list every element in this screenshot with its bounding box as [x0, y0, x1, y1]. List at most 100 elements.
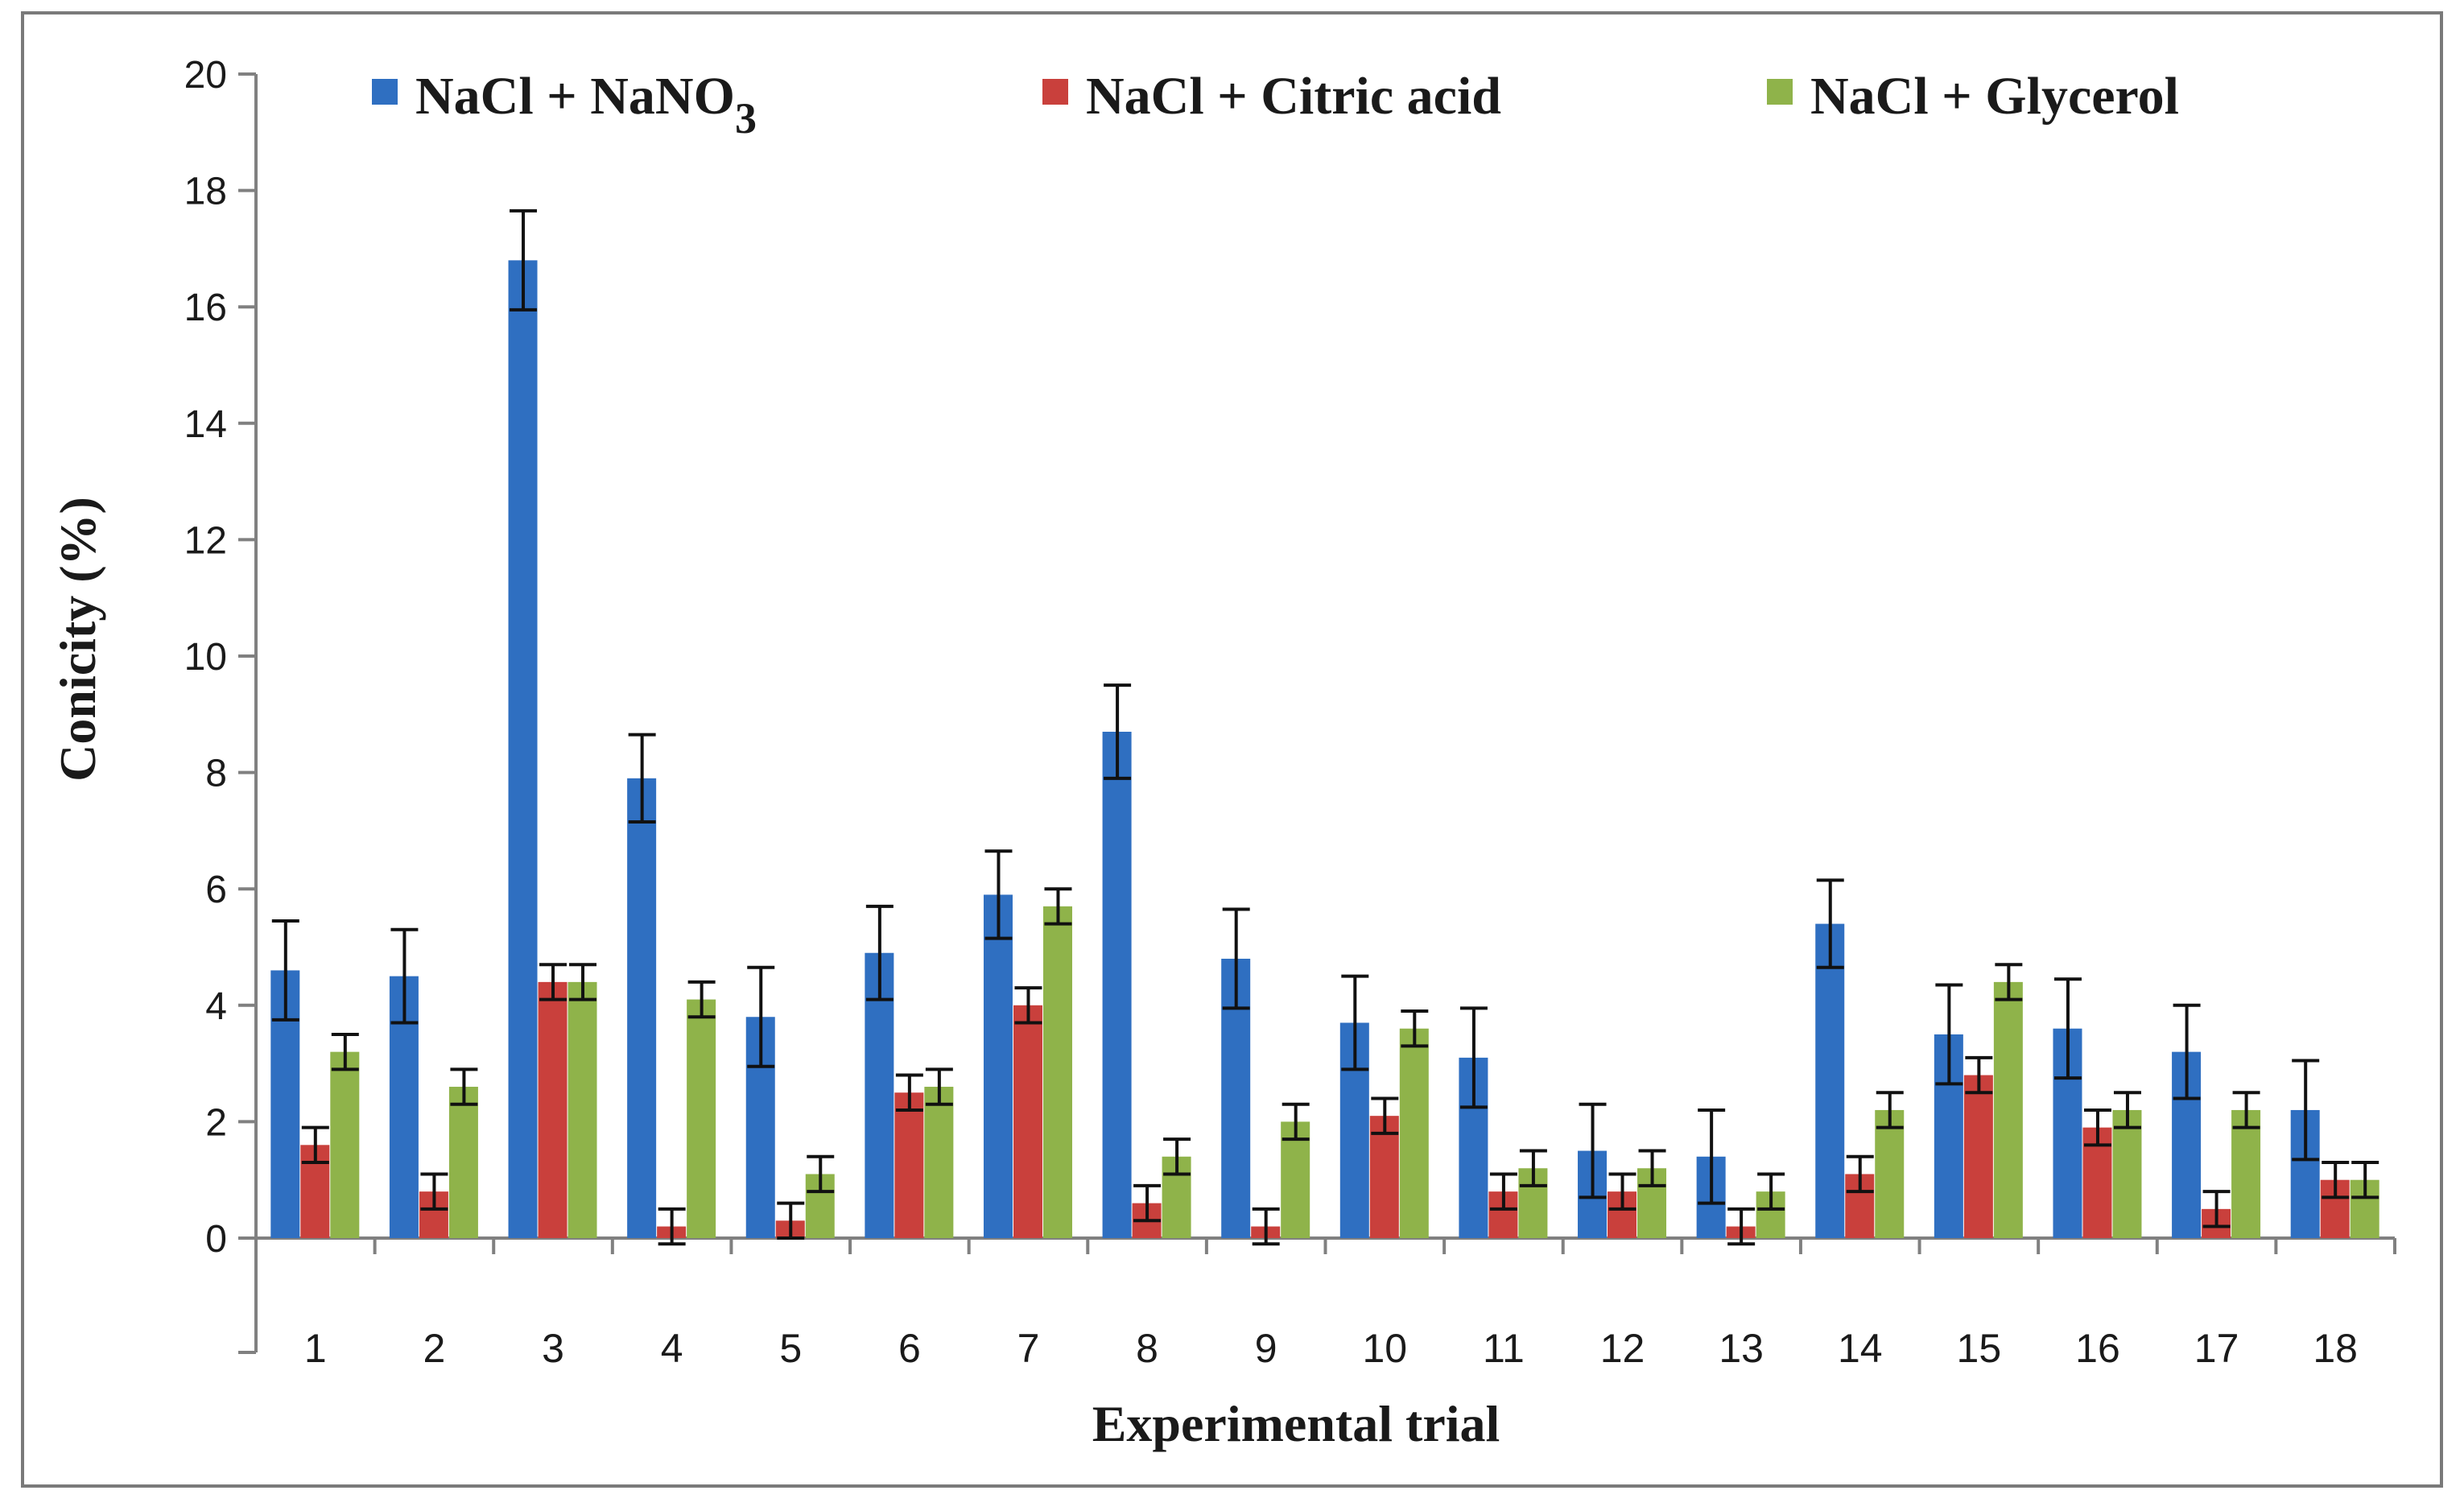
error-bar [331, 1032, 359, 1071]
legend-label: NaCl + Citric acid [1086, 67, 1501, 126]
y-tick-label: 10 [184, 636, 227, 679]
bar [983, 894, 1013, 1238]
error-bar [807, 1154, 835, 1194]
error-bar [1995, 963, 2023, 1001]
bar [1281, 1121, 1310, 1238]
bar [1399, 1028, 1429, 1238]
error-bar [1935, 983, 1963, 1086]
error-bar [1104, 683, 1132, 780]
x-tick-label: 9 [1255, 1326, 1277, 1371]
error-bar [1252, 1207, 1280, 1246]
y-tick-label: 20 [184, 54, 227, 97]
legend-label: NaCl + Glycerol [1810, 67, 2179, 126]
error-bar [1371, 1096, 1399, 1135]
error-bar [2113, 1091, 2141, 1129]
x-tick-label: 14 [1838, 1326, 1883, 1371]
error-bar [1608, 1172, 1636, 1211]
error-bar [1489, 1172, 1517, 1211]
bar [627, 778, 657, 1238]
bar [330, 1051, 360, 1238]
bar [1993, 981, 2023, 1238]
bar [448, 1087, 478, 1238]
bar [924, 1087, 954, 1238]
error-bar [687, 980, 716, 1019]
error-bar [1014, 986, 1042, 1025]
bar [1963, 1075, 1993, 1238]
error-bar [1876, 1091, 1904, 1129]
error-bar [1163, 1137, 1191, 1176]
error-bar [1133, 1183, 1162, 1223]
x-tick-label: 3 [542, 1326, 564, 1371]
error-bar [569, 963, 597, 1001]
bar [1013, 1005, 1042, 1238]
error-bar [865, 904, 894, 1001]
error-bars [271, 208, 2379, 1246]
error-bar [510, 208, 538, 312]
error-bar [777, 1201, 805, 1240]
x-tick-label: 17 [2194, 1326, 2239, 1371]
error-bar [1519, 1149, 1547, 1187]
error-bar [1698, 1108, 1726, 1205]
y-axis-title: Conicity (%) [49, 497, 106, 782]
error-bar [2053, 977, 2082, 1080]
legend-swatch [1042, 79, 1068, 105]
x-tick-label: 5 [779, 1326, 802, 1371]
x-tick-label: 12 [1600, 1326, 1645, 1371]
error-bar [1044, 887, 1072, 926]
error-bar [1282, 1102, 1310, 1142]
legend-swatch [1767, 79, 1793, 105]
error-bar [1638, 1149, 1666, 1187]
legend: NaCl + NaNO3 NaCl + Citric acid NaCl + Gly… [372, 67, 2179, 142]
error-bar [450, 1067, 478, 1106]
error-bar [1459, 1006, 1488, 1109]
error-bar [2083, 1108, 2111, 1147]
error-bar [2351, 1161, 2379, 1199]
x-tick-label: 6 [898, 1326, 921, 1371]
x-tick-label: 18 [2313, 1326, 2358, 1371]
bar [508, 260, 538, 1238]
bar [894, 1092, 924, 1238]
error-bar [2322, 1161, 2350, 1199]
x-tick-label: 2 [423, 1326, 446, 1371]
error-bar [2232, 1091, 2260, 1129]
y-tick-label: 8 [205, 753, 227, 795]
legend-item: NaCl + Citric acid [1042, 67, 1501, 126]
error-bar [1401, 1009, 1429, 1048]
x-tick-label: 1 [304, 1326, 327, 1371]
legend-swatch [372, 79, 398, 105]
x-axis-title: Experimental trial [1092, 1395, 1500, 1452]
error-bar [1341, 974, 1369, 1071]
y-tick-label: 16 [184, 287, 227, 329]
figure-border [21, 11, 2443, 1488]
x-tick-label: 15 [1957, 1326, 2002, 1371]
error-bar [747, 965, 775, 1068]
error-bar [1579, 1102, 1607, 1199]
x-tick-label: 13 [1719, 1326, 1764, 1371]
y-tick-label: 6 [205, 869, 227, 911]
error-bar [390, 927, 419, 1025]
bar [2231, 1109, 2261, 1238]
bar [687, 999, 716, 1238]
error-bar [2292, 1059, 2320, 1162]
x-tick-label: 10 [1362, 1326, 1407, 1371]
y-tick-label: 18 [184, 171, 227, 213]
error-bar [271, 919, 299, 1022]
error-bar [539, 963, 568, 1001]
error-bar [1222, 907, 1250, 1010]
bar [1102, 731, 1132, 1238]
error-bar [1816, 878, 1844, 969]
error-bar [628, 733, 656, 824]
bar [568, 981, 597, 1238]
bar [2112, 1109, 2142, 1238]
error-bar [420, 1172, 448, 1211]
y-tick-label: 4 [205, 985, 227, 1028]
x-tick-label: 8 [1136, 1326, 1158, 1371]
axes [238, 72, 2396, 1354]
x-tick-label: 11 [1483, 1326, 1525, 1371]
bar [538, 981, 568, 1238]
legend-item: NaCl + Glycerol [1767, 67, 2179, 126]
error-bar [925, 1067, 953, 1106]
bar [1042, 906, 1072, 1238]
error-bar [1965, 1055, 1993, 1095]
